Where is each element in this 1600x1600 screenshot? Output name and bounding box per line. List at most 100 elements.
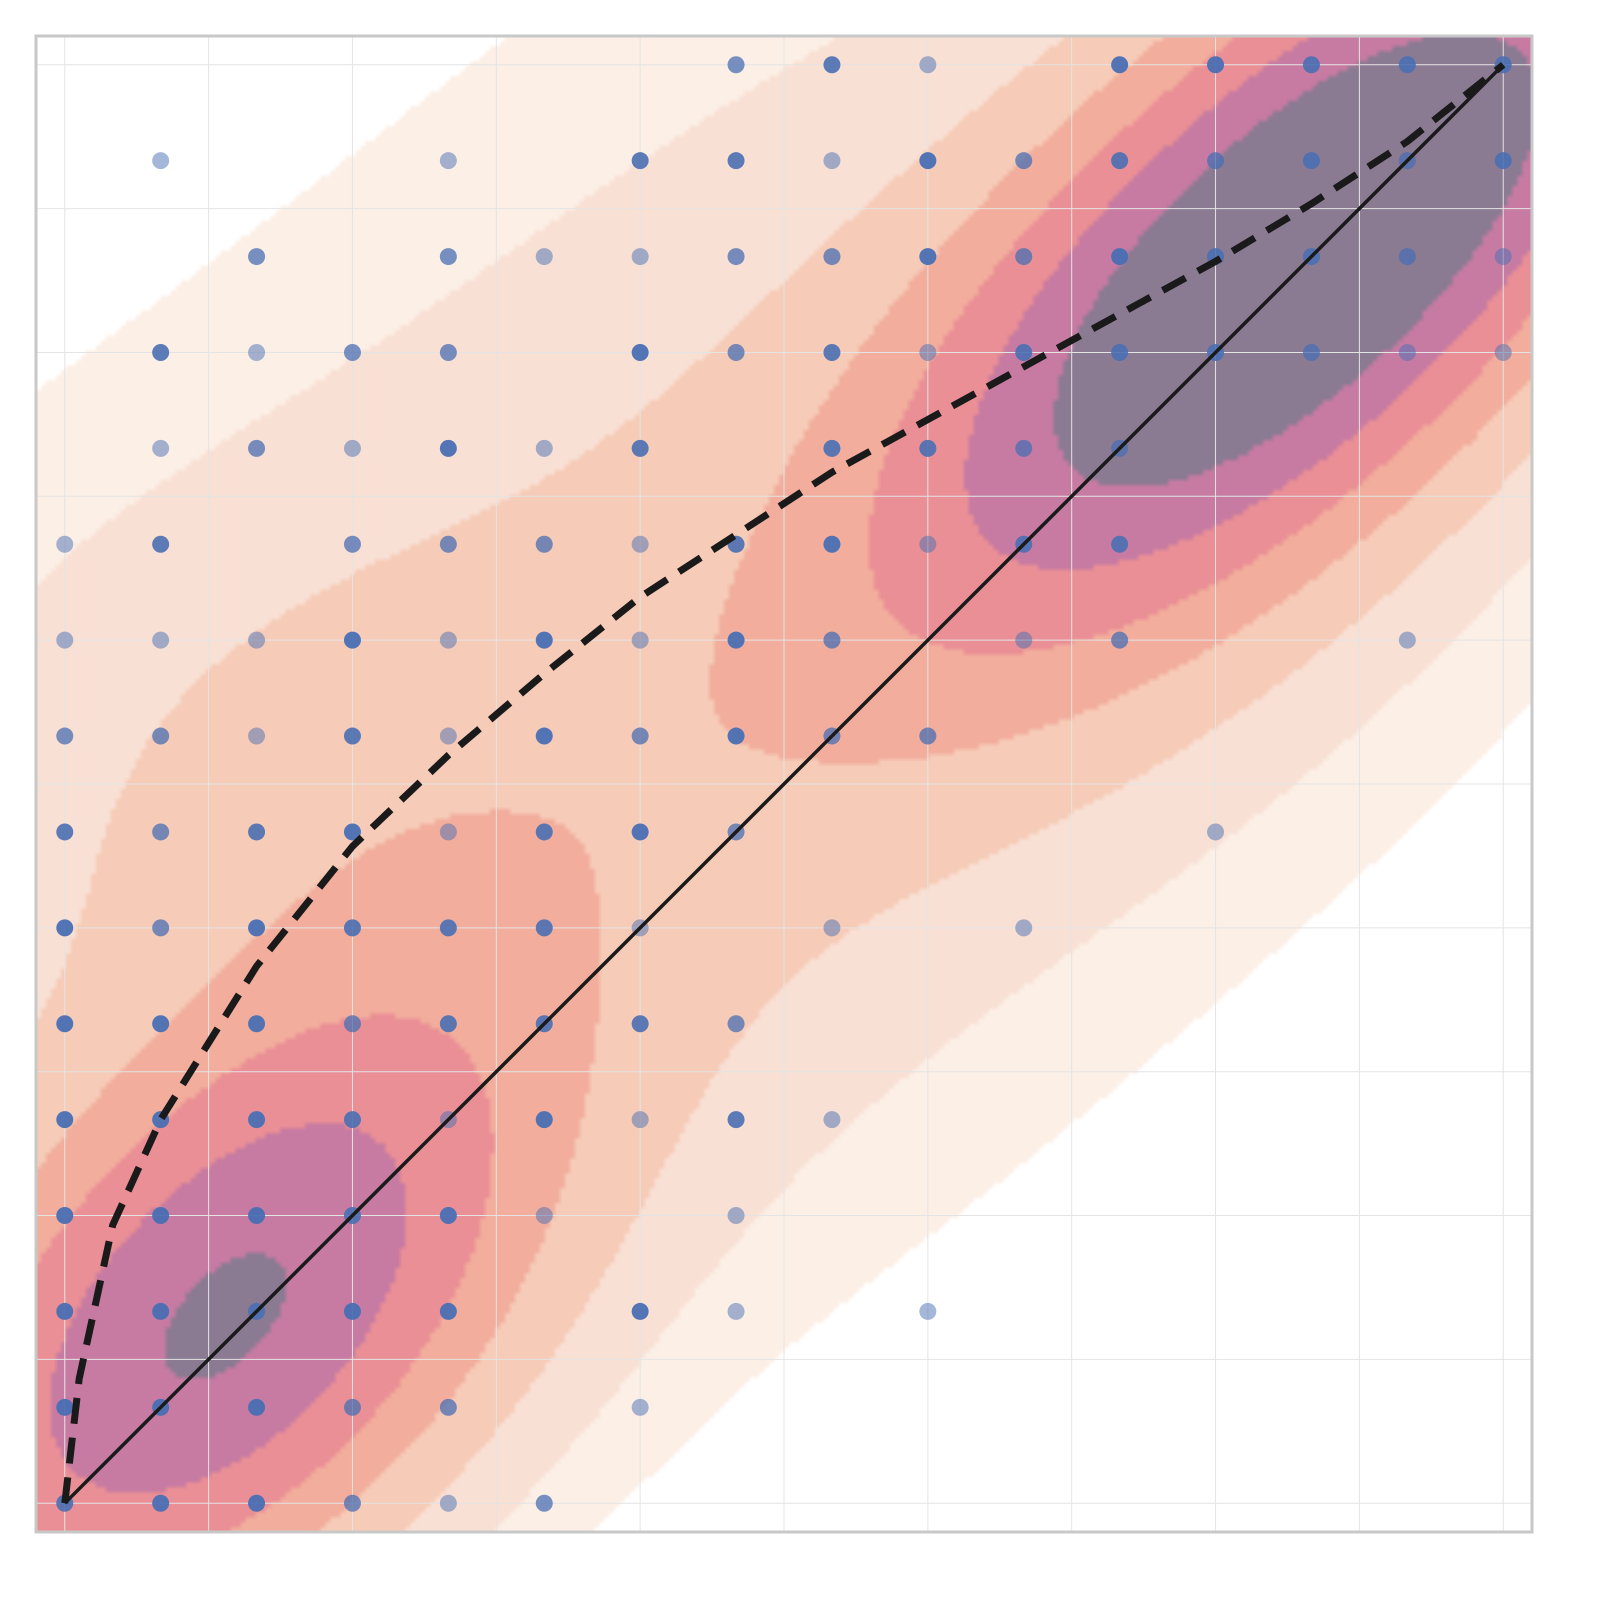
scatter-point	[1398, 343, 1416, 361]
scatter-point	[439, 1207, 457, 1225]
scatter-point	[535, 535, 553, 553]
scatter-point	[439, 823, 457, 841]
scatter-point	[727, 248, 745, 266]
scatter-point	[439, 919, 457, 937]
scatter-point	[248, 1207, 266, 1225]
scatter-point	[56, 1302, 74, 1320]
scatter-point	[248, 823, 266, 841]
scatter-point	[1111, 343, 1129, 361]
scatter-point	[248, 919, 266, 937]
scatter-point	[823, 919, 841, 937]
scatter-point	[248, 439, 266, 457]
scatter-point	[1207, 56, 1225, 74]
scatter-point	[56, 1015, 74, 1033]
scatter-point	[152, 1302, 170, 1320]
scatter-point	[1398, 248, 1416, 266]
scatter-point	[248, 631, 266, 649]
scatter-point	[631, 631, 649, 649]
scatter-point	[631, 535, 649, 553]
scatter-point	[727, 152, 745, 170]
scatter-point	[439, 631, 457, 649]
scatter-point	[56, 1111, 74, 1129]
scatter-point	[1494, 343, 1512, 361]
scatter-point	[343, 823, 361, 841]
scatter-point	[439, 1494, 457, 1512]
scatter-point	[152, 1015, 170, 1033]
scatter-points	[56, 56, 1512, 1512]
scatter-point	[343, 439, 361, 457]
dashed-curve-line	[61, 62, 1506, 1504]
scatter-point	[248, 1494, 266, 1512]
scatter-point	[56, 823, 74, 841]
scatter-point	[535, 1494, 553, 1512]
scatter-point	[56, 1398, 74, 1416]
scatter-point	[823, 56, 841, 74]
scatter-point	[248, 1398, 266, 1416]
scatter-point	[1015, 248, 1033, 266]
scatter-point	[631, 152, 649, 170]
scatter-point	[1302, 152, 1320, 170]
scatter-point	[1494, 248, 1512, 266]
scatter-point	[823, 439, 841, 457]
scatter-point	[727, 1207, 745, 1225]
scatter-point	[823, 631, 841, 649]
scatter-point	[727, 1302, 745, 1320]
scatter-point	[919, 248, 937, 266]
scatter-point	[535, 631, 553, 649]
scatter-point	[56, 919, 74, 937]
scatter-point	[1015, 152, 1033, 170]
scatter-point	[152, 1207, 170, 1225]
scatter-point	[1111, 152, 1129, 170]
scatter-point	[1494, 152, 1512, 170]
diagonal-reference-line	[63, 63, 1505, 1505]
scatter-point	[919, 56, 937, 74]
scatter-point	[1015, 343, 1033, 361]
scatter-point	[439, 1398, 457, 1416]
scatter-point	[439, 727, 457, 745]
scatter-point	[1015, 919, 1033, 937]
scatter-point	[56, 727, 74, 745]
scatter-point	[152, 1494, 170, 1512]
scatter-point	[439, 152, 457, 170]
scatter-point	[152, 631, 170, 649]
scatter-point	[343, 1302, 361, 1320]
scatter-point	[535, 439, 553, 457]
scatter-point	[439, 1302, 457, 1320]
scatter-point	[919, 343, 937, 361]
scatter-point	[535, 919, 553, 937]
scatter-point	[823, 535, 841, 553]
scatter-point	[631, 1111, 649, 1129]
scatter-point	[535, 823, 553, 841]
scatter-point	[343, 535, 361, 553]
series-lines	[61, 62, 1506, 1505]
scatter-point	[439, 535, 457, 553]
scatter-point	[631, 248, 649, 266]
scatter-point	[439, 439, 457, 457]
scatter-point	[248, 727, 266, 745]
scatter-point	[919, 439, 937, 457]
scatter-point	[248, 248, 266, 266]
scatter-point	[1207, 823, 1225, 841]
scatter-point	[919, 152, 937, 170]
scatter-point	[1302, 343, 1320, 361]
scatter-point	[535, 1111, 553, 1129]
scatter-point	[152, 343, 170, 361]
scatter-point	[727, 1015, 745, 1033]
scatter-point	[1398, 631, 1416, 649]
plot-frame	[34, 34, 1534, 1534]
scatter-point	[1111, 248, 1129, 266]
scatter-point	[248, 1015, 266, 1033]
scatter-point	[919, 535, 937, 553]
scatter-point	[343, 1111, 361, 1129]
scatter-point	[439, 248, 457, 266]
scatter-point	[1015, 631, 1033, 649]
scatter-point	[343, 1015, 361, 1033]
scatter-point	[919, 1302, 937, 1320]
scatter-point	[727, 727, 745, 745]
scatter-point	[152, 439, 170, 457]
scatter-point	[343, 727, 361, 745]
scatter-point	[727, 1111, 745, 1129]
scatter-point	[727, 56, 745, 74]
scatter-point	[535, 727, 553, 745]
scatter-point	[919, 727, 937, 745]
